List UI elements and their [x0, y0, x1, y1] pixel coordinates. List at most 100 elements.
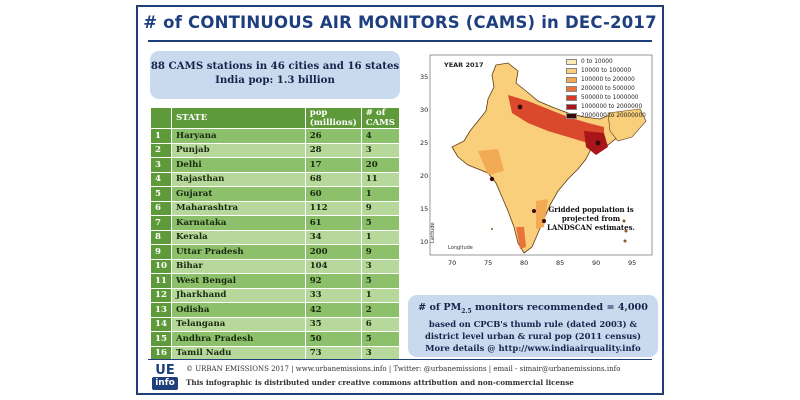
legend-swatch — [566, 58, 577, 65]
states-table: STATE pop (millions) # of CAMS 1 Haryana 2… — [150, 107, 401, 361]
city-dot — [489, 176, 495, 182]
city-dot — [595, 140, 601, 146]
table-row: 6 Maharashtra 112 9 — [150, 200, 401, 216]
row-index: 7 — [150, 215, 172, 231]
legend-swatch — [566, 76, 577, 83]
page-title: # of CONTINUOUS AIR MONITORS (CAMS) in D… — [143, 13, 657, 32]
table-row: 10 Bihar 104 3 — [150, 258, 401, 274]
row-pop: 68 — [304, 171, 362, 187]
x-tick: 70 — [448, 259, 457, 267]
row-pop: 17 — [304, 157, 362, 173]
row-index: 1 — [150, 128, 172, 144]
legend-label: 200000 to 500000 — [581, 85, 635, 92]
population-map: YEAR 2017 0 to 10000 10000 to 100000 10000… — [408, 51, 656, 291]
row-cams: 20 — [360, 157, 401, 173]
row-pop: 26 — [304, 128, 362, 144]
legend-label: 500000 to 1000000 — [581, 94, 639, 101]
legend-label: 1000000 to 2000000 — [581, 103, 643, 110]
row-state: Uttar Pradesh — [170, 244, 306, 260]
table-row: 3 Delhi 17 20 — [150, 157, 401, 173]
row-index: 5 — [150, 186, 172, 202]
row-cams: 1 — [360, 287, 401, 303]
row-state: Telangana — [170, 316, 306, 332]
table-row: 8 Kerala 34 1 — [150, 229, 401, 245]
y-tick: 20 — [420, 172, 429, 180]
recommendation-line-2: based on CPCB's thumb rule (dated 2003) … — [428, 318, 638, 329]
table-row: 14 Telangana 35 6 — [150, 316, 401, 332]
legend-item: 500000 to 1000000 — [566, 93, 646, 102]
table-row: 2 Punjab 28 3 — [150, 142, 401, 158]
map-note: Gridded population is projected from LAN… — [546, 205, 636, 232]
legend-item: 200000 to 500000 — [566, 84, 646, 93]
row-cams: 5 — [360, 215, 401, 231]
row-pop: 50 — [304, 331, 362, 347]
row-state: Odisha — [170, 302, 306, 318]
map-note-line-1: Gridded population is — [548, 205, 634, 214]
summary-line-2: India pop: 1.3 billion — [215, 74, 335, 86]
legend-item: 10000 to 100000 — [566, 66, 646, 75]
row-index: 11 — [150, 273, 172, 289]
table-row: 5 Gujarat 60 1 — [150, 186, 401, 202]
rec-pm-subscript: 2.5 — [461, 307, 472, 315]
india-map-svg — [429, 54, 653, 256]
table-row: 15 Andhra Pradesh 50 5 — [150, 331, 401, 347]
city-dot — [532, 209, 536, 213]
ue-info-logo: UE info — [152, 364, 178, 392]
recommendation-box: # of PM2.5 monitors recommended = 4,000 … — [408, 295, 658, 357]
row-cams: 9 — [360, 244, 401, 260]
legend-swatch — [566, 85, 577, 92]
row-index: 13 — [150, 302, 172, 318]
map-year-label: YEAR 2017 — [444, 61, 484, 69]
row-state: Gujarat — [170, 186, 306, 202]
table-header-row: STATE pop (millions) # of CAMS — [150, 107, 401, 129]
y-tick: 15 — [420, 205, 429, 213]
row-pop: 28 — [304, 142, 362, 158]
row-index: 2 — [150, 142, 172, 158]
row-index: 8 — [150, 229, 172, 245]
row-state: Maharashtra — [170, 200, 306, 216]
row-cams: 3 — [360, 345, 401, 361]
table-row: 16 Tamil Nadu 73 3 — [150, 345, 401, 361]
recommendation-line-3: district level urban & rural pop (2011 c… — [424, 330, 641, 341]
row-state: West Bengal — [170, 273, 306, 289]
x-tick: 90 — [592, 259, 601, 267]
footer-divider — [148, 359, 652, 360]
row-state: Rajasthan — [170, 171, 306, 187]
row-pop: 92 — [304, 273, 362, 289]
row-state: Kerala — [170, 229, 306, 245]
footer-license: This infographic is distributed under cr… — [186, 378, 574, 387]
gangetic-plain-density — [508, 95, 604, 143]
table-row: 9 Uttar Pradesh 200 9 — [150, 244, 401, 260]
legend-item: 2000000 to 20000000 — [566, 111, 646, 120]
row-cams: 3 — [360, 258, 401, 274]
row-index: 10 — [150, 258, 172, 274]
header-state: STATE — [170, 107, 306, 129]
row-index: 9 — [150, 244, 172, 260]
latitude-label: Latitude — [430, 222, 436, 243]
legend-label: 0 to 10000 — [581, 58, 613, 65]
map-legend: 0 to 10000 10000 to 100000 100000 to 20000… — [566, 57, 646, 120]
table-row: 1 Haryana 26 4 — [150, 128, 401, 144]
row-cams: 4 — [360, 128, 401, 144]
recommendation-line-1: # of PM2.5 monitors recommended = 4,000 — [408, 302, 658, 318]
header-pop: pop (millions) — [304, 107, 362, 129]
row-state: Delhi — [170, 157, 306, 173]
row-pop: 33 — [304, 287, 362, 303]
footer-credits: © URBAN EMISSIONS 2017 | www.urbanemissi… — [186, 365, 621, 373]
x-tick: 80 — [520, 259, 529, 267]
recommendation-link[interactable]: More details @ http://www.indiaairqualit… — [425, 342, 641, 353]
x-tick: 95 — [628, 259, 637, 267]
y-tick: 35 — [420, 73, 429, 81]
legend-swatch — [566, 67, 577, 74]
row-cams: 6 — [360, 316, 401, 332]
map-note-line-2: projected from — [561, 214, 621, 223]
row-pop: 73 — [304, 345, 362, 361]
city-dot — [517, 104, 523, 110]
row-index: 14 — [150, 316, 172, 332]
legend-item: 100000 to 200000 — [566, 75, 646, 84]
island-marker — [622, 219, 626, 223]
row-pop: 35 — [304, 316, 362, 332]
title-divider — [148, 40, 652, 42]
legend-label: 100000 to 200000 — [581, 76, 635, 83]
legend-label: 10000 to 100000 — [581, 67, 632, 74]
